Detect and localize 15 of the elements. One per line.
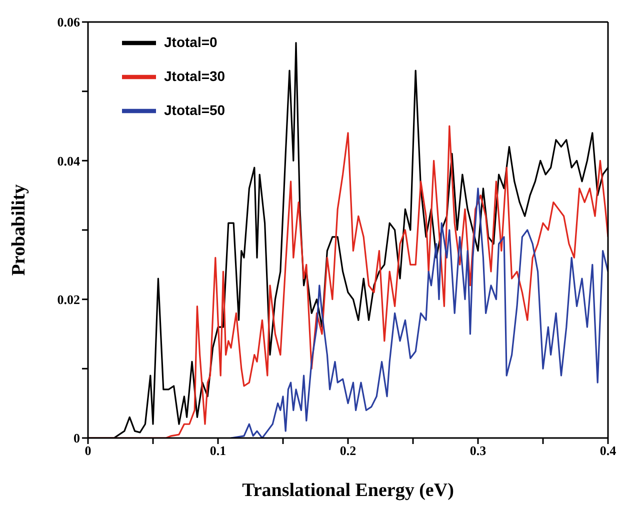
x-axis-title: Translational Energy (eV) [242, 480, 454, 501]
y-tick-label: 0.04 [57, 153, 80, 168]
legend-label: Jtotal=30 [164, 68, 226, 84]
legend-label: Jtotal=50 [164, 102, 226, 118]
x-tick-label: 0.4 [600, 443, 617, 458]
line-series [230, 188, 608, 438]
x-tick-label: 0.2 [340, 443, 356, 458]
y-tick-label: 0.02 [57, 292, 80, 307]
y-tick-label: 0 [74, 430, 80, 446]
x-tick-label: 0.3 [470, 443, 487, 458]
x-tick-label: 0.1 [210, 443, 226, 458]
y-axis-title: Probability [8, 184, 30, 276]
x-tick-label: 0 [84, 443, 92, 458]
legend-label: Jtotal=0 [164, 34, 218, 50]
y-tick-label: 0.06 [57, 14, 80, 30]
